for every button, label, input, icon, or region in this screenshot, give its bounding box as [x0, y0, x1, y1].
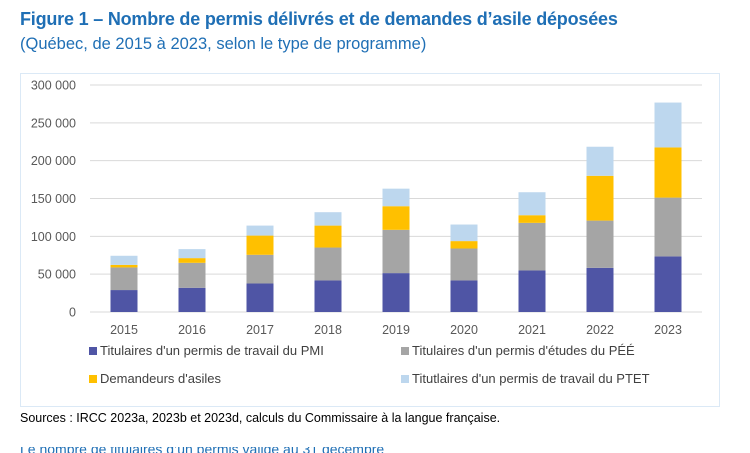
bar-segment-2015-s3 [110, 255, 138, 265]
figure-title: Figure 1 – Nombre de permis délivrés et … [20, 9, 618, 29]
y-tick-label: 100 000 [31, 230, 76, 244]
x-tick-label: 2021 [518, 323, 546, 337]
bar-segment-2017-s1 [246, 254, 274, 284]
y-tick-label: 50 000 [38, 268, 76, 282]
bar-segment-2017-s2 [246, 235, 274, 255]
bar-segment-2019-s3 [382, 188, 410, 207]
y-axis-ticks: 0 50 000 100 000 150 000 200 000 250 000 300 0… [31, 79, 76, 320]
bar-segment-2017-s0 [246, 283, 274, 312]
bar-segment-2022-s0 [586, 267, 614, 312]
legend-item-pmi: Titulaires d'un permis de travail du PMI [89, 343, 324, 358]
bar-segment-2022-s3 [586, 146, 614, 176]
bar-segment-2021-s2 [518, 215, 546, 223]
bar-segment-2022-s1 [586, 220, 614, 268]
bar-segment-2016-s0 [178, 287, 206, 312]
y-tick-label: 250 000 [31, 116, 76, 130]
bar-segment-2021-s0 [518, 270, 546, 312]
bar-segment-2017-s3 [246, 225, 274, 236]
legend-label-ptet: Titutlaires d'un permis de travail du PT… [412, 371, 650, 386]
bar-segment-2023-s2 [654, 147, 682, 198]
legend-label-asile: Demandeurs d'asiles [100, 371, 221, 386]
bar-segment-2018-s2 [314, 225, 342, 248]
legend-item-asile: Demandeurs d'asiles [89, 371, 221, 386]
bar-segment-2015-s1 [110, 267, 138, 291]
bar-segment-2019-s0 [382, 273, 410, 312]
bar-segment-2019-s1 [382, 229, 410, 274]
bar-segment-2022-s2 [586, 175, 614, 221]
x-tick-label: 2017 [246, 323, 274, 337]
legend-swatch-ptet [401, 374, 409, 383]
legend-item-ptet: Titutlaires d'un permis de travail du PT… [401, 371, 650, 386]
following-paragraph-text: Le nombre de titulaires d’un permis vali… [20, 447, 430, 453]
legend-swatch-pee [401, 346, 409, 355]
bar-segment-2015-s0 [110, 290, 138, 312]
y-tick-label: 200 000 [31, 154, 76, 168]
x-tick-label: 2023 [654, 323, 682, 337]
x-tick-label: 2018 [314, 323, 342, 337]
x-axis-ticks: 2015 2016 2017 2018 2019 2020 2021 2022 2023 [110, 323, 682, 337]
y-tick-label: 0 [69, 306, 76, 320]
bar-segment-2023-s1 [654, 197, 682, 257]
bar-segment-2020-s3 [450, 224, 478, 242]
chart-frame [20, 73, 720, 407]
x-tick-label: 2019 [382, 323, 410, 337]
bar-segment-2020-s2 [450, 241, 478, 249]
x-tick-label: 2016 [178, 323, 206, 337]
y-tick-label: 150 000 [31, 192, 76, 206]
bar-segment-2016-s3 [178, 249, 206, 259]
legend-swatch-asile [89, 374, 97, 383]
bar-segment-2021-s3 [518, 192, 546, 216]
bar-segment-2023-s0 [654, 256, 682, 312]
sources-note: Sources : IRCC 2023a, 2023b et 2023d, ca… [20, 411, 501, 425]
bar-segment-2016-s1 [178, 262, 206, 288]
bar-segment-2020-s1 [450, 248, 478, 281]
bar-segment-2018-s3 [314, 212, 342, 226]
bar-segment-2016-s2 [178, 258, 206, 263]
legend-item-pee: Titulaires d'un permis d'études du PÉÉ [401, 343, 635, 358]
bar-segment-2015-s2 [110, 264, 138, 268]
following-paragraph-cut: Le nombre de titulaires d’un permis vali… [20, 447, 430, 453]
bar-segment-2021-s1 [518, 222, 546, 271]
legend-swatch-pmi [89, 346, 97, 355]
legend-label-pmi: Titulaires d'un permis de travail du PMI [100, 343, 324, 358]
x-tick-label: 2022 [586, 323, 614, 337]
bar-segment-2023-s3 [654, 102, 682, 148]
bar-segment-2018-s1 [314, 247, 342, 281]
bar-segment-2018-s0 [314, 280, 342, 312]
bars [110, 102, 682, 312]
y-tick-label: 300 000 [31, 79, 76, 93]
bar-segment-2020-s0 [450, 280, 478, 312]
legend-label-pee: Titulaires d'un permis d'études du PÉÉ [412, 343, 635, 358]
figure-subtitle: (Québec, de 2015 à 2023, selon le type d… [20, 35, 427, 53]
x-tick-label: 2015 [110, 323, 138, 337]
bar-segment-2019-s2 [382, 206, 410, 230]
x-tick-label: 2020 [450, 323, 478, 337]
